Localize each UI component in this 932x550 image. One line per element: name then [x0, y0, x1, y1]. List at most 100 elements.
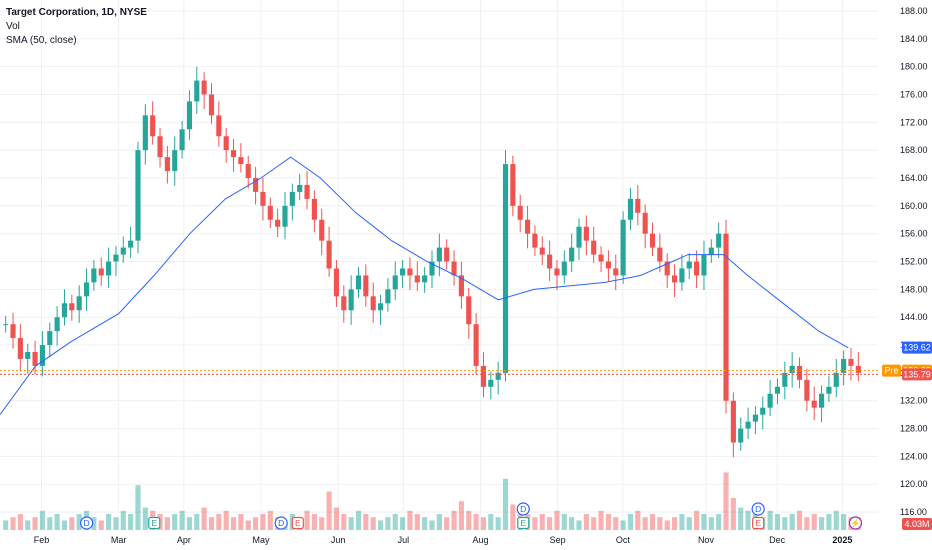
candle-body — [819, 393, 825, 408]
volume-bar — [216, 514, 222, 530]
dividend-icon[interactable]: D — [274, 516, 288, 530]
candle-body — [422, 275, 428, 283]
sma-indicator-label[interactable]: SMA (50, close) — [6, 35, 77, 46]
volume-bar — [796, 510, 803, 530]
volume-bar — [429, 520, 435, 530]
candle-body — [194, 80, 200, 102]
earnings-icon[interactable]: E — [148, 516, 161, 530]
volume-bar — [613, 517, 619, 530]
candle-body — [54, 317, 60, 332]
candle-body — [17, 338, 23, 359]
candle-body — [69, 303, 75, 311]
volume-bar — [730, 498, 736, 530]
volume-bar — [679, 514, 685, 530]
candle-body — [172, 150, 178, 172]
x-tick-label: Sep — [550, 535, 566, 545]
candle-body — [583, 226, 589, 241]
volume-bar — [723, 472, 729, 530]
volume-tag-value: 4.03M — [904, 519, 929, 529]
y-tick-label: 120.00 — [900, 479, 928, 489]
y-tick-label: 164.00 — [900, 173, 928, 183]
candle-body — [179, 129, 185, 151]
candle-body — [841, 358, 847, 373]
x-tick-label: Dec — [769, 535, 786, 545]
y-tick-label: 148.00 — [900, 284, 928, 294]
dividend-icon[interactable]: D — [516, 502, 530, 516]
candle-body — [774, 386, 781, 394]
x-tick-label: Aug — [473, 535, 489, 545]
candle-body — [708, 247, 714, 255]
candle-body — [363, 275, 369, 297]
candle-body — [613, 268, 619, 276]
candle-body — [730, 400, 736, 443]
candle-body — [436, 247, 442, 262]
candle-body — [811, 400, 817, 408]
candle-body — [451, 261, 457, 276]
candle-body — [289, 191, 295, 206]
candle-body — [120, 247, 126, 255]
volume-bar — [208, 517, 215, 530]
volume-bar — [10, 517, 16, 530]
dividend-icon[interactable]: D — [80, 516, 94, 530]
lightning-icon[interactable]: ⚡ — [848, 516, 863, 530]
candle-body — [150, 115, 156, 137]
event-marker-letter: E — [295, 518, 301, 528]
candle-body — [598, 254, 604, 262]
price-tag — [902, 368, 932, 381]
candlesticks — [3, 66, 861, 458]
candle-body — [341, 296, 347, 311]
symbol-title[interactable]: Target Corporation, 1D, NYSE — [6, 7, 147, 18]
candle-body — [517, 205, 523, 220]
y-tick-label: 160.00 — [900, 201, 928, 211]
time-axis[interactable]: Feb Mar Apr May Jun Jul Aug Sep Oct Nov Dec 2025 — [34, 535, 853, 545]
volume-bar — [488, 514, 494, 530]
x-tick-label: 2025 — [832, 535, 852, 545]
volume-bar — [363, 514, 369, 530]
earnings-icon[interactable]: E — [517, 516, 530, 530]
volume-bar — [370, 517, 376, 530]
volume-bar — [54, 514, 60, 530]
candle-body — [260, 191, 266, 206]
candle-body — [106, 261, 112, 276]
candle-body — [789, 365, 795, 373]
volume-bar — [657, 517, 663, 530]
candle-body — [113, 254, 119, 262]
candle-body — [128, 240, 134, 248]
event-marker-shape — [751, 502, 765, 516]
candle-body — [532, 233, 538, 248]
candle-body — [480, 365, 487, 387]
event-marker-shape — [517, 516, 530, 530]
candle-body — [752, 414, 758, 422]
volume-bar — [804, 517, 810, 530]
candle-body — [76, 296, 82, 311]
candle-body — [326, 240, 332, 269]
earnings-icon[interactable]: E — [752, 516, 765, 530]
candle-body — [355, 275, 362, 290]
volume-bar — [267, 510, 273, 530]
candle-body — [297, 184, 303, 192]
volume-bar — [341, 514, 347, 530]
volume-bar — [194, 514, 200, 530]
x-tick-label: May — [253, 535, 271, 545]
candle-body — [510, 164, 516, 206]
price-tags: 139.62136.32Pre135.794.03M — [882, 341, 932, 530]
y-tick-label: 144.00 — [900, 312, 928, 322]
candle-body — [98, 268, 104, 276]
candle-body — [716, 233, 722, 248]
x-tick-label: Feb — [34, 535, 50, 545]
volume-bar — [164, 517, 170, 530]
volume-bar — [69, 517, 75, 530]
price-axis[interactable]: 188.00 184.00 180.00 176.00 172.00 168.00 164.… — [900, 6, 928, 517]
candle-body — [83, 282, 90, 297]
volume-tag — [902, 518, 932, 530]
candle-body — [61, 303, 68, 318]
volume-indicator-label[interactable]: Vol — [6, 21, 20, 32]
x-tick-label: Jun — [331, 535, 346, 545]
dividend-icon[interactable]: D — [751, 502, 765, 516]
candle-body — [738, 428, 744, 443]
candle-body — [429, 261, 435, 276]
candle-body — [319, 219, 325, 241]
earnings-icon[interactable]: E — [291, 516, 304, 530]
